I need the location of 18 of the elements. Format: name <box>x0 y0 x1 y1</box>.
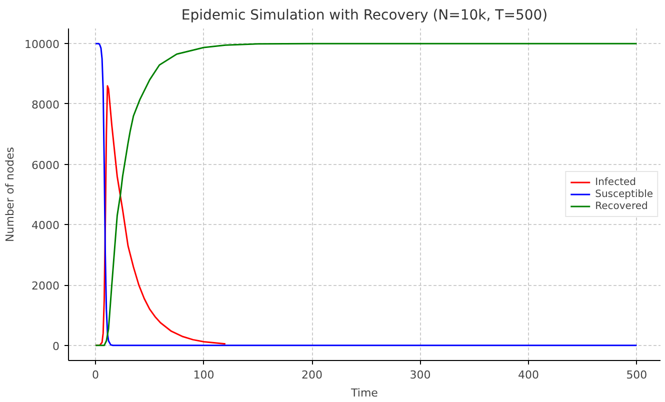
x-tick-label: 100 <box>193 368 214 382</box>
x-axis-title: Time <box>350 386 378 400</box>
y-tick-label: 8000 <box>32 98 60 112</box>
y-tick-label: 6000 <box>32 158 60 172</box>
x-tick-label: 300 <box>410 368 431 382</box>
legend-label: Infected <box>595 176 636 188</box>
y-tick-label: 0 <box>52 340 60 353</box>
chart-title: Epidemic Simulation with Recovery (N=10k, T=500) <box>181 8 548 24</box>
y-axis-title: Number of nodes <box>4 146 17 242</box>
x-tick-label: 0 <box>92 368 100 382</box>
x-tick-label: 500 <box>626 368 648 382</box>
x-tick-label: 400 <box>518 368 539 382</box>
y-tick-label: 4000 <box>32 219 60 232</box>
legend-label: Susceptible <box>595 188 653 200</box>
y-tick-label: 10000 <box>24 38 60 52</box>
x-tick-label: 200 <box>302 368 323 382</box>
y-tick-label: 2000 <box>32 280 60 293</box>
legend-label: Recovered <box>595 200 648 212</box>
